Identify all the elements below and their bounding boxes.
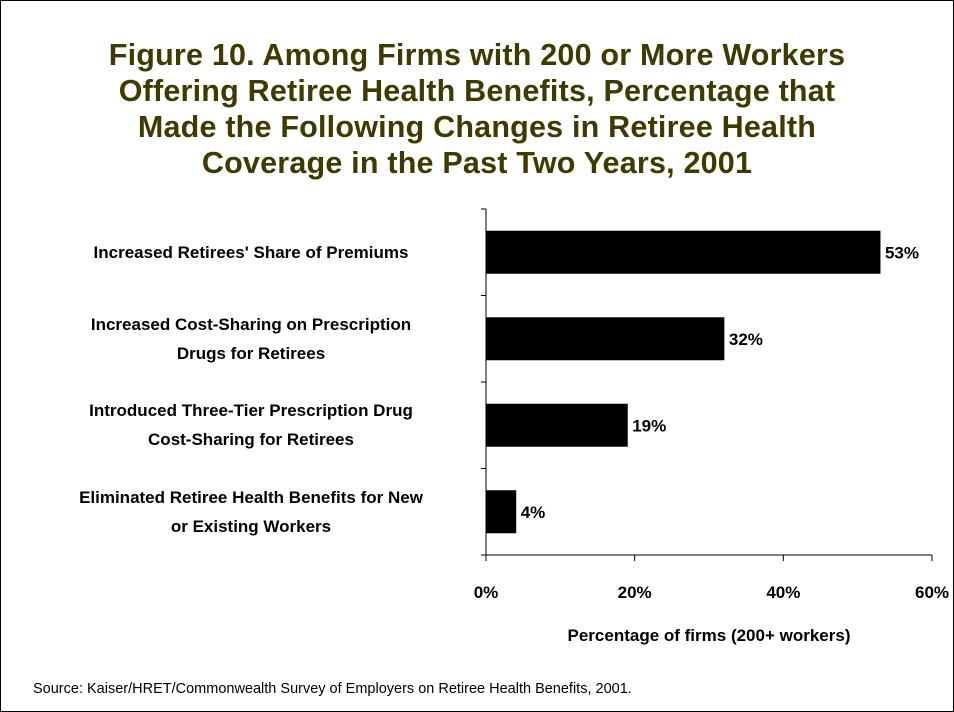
source-note: Source: Kaiser/HRET/Commonwealth Survey … [33,681,632,697]
category-label: Eliminated Retiree Health Benefits for N… [31,483,471,541]
data-label: 19% [632,416,666,435]
category-label-line: Drugs for Retirees [176,343,326,363]
chart-title-line: Figure 10. Among Firms with 200 or More … [108,38,846,72]
category-label: Increased Cost-Sharing on Prescription D… [31,310,471,368]
x-tick-label: 0% [474,583,499,602]
category-label: Increased Retirees' Share of Premiums [31,238,471,267]
bar [485,317,725,361]
category-label-line: Increased Retirees' Share of Premiums [93,242,409,262]
bar-chart: 0% 20% 40% 60% Percentage of firms (200+ wor… [474,208,949,645]
bar [485,403,628,447]
category-label: Introduced Three-Tier Prescription Drug … [31,396,471,454]
x-tick-label: 20% [618,583,652,602]
x-tick-label: 60% [915,583,949,602]
category-label-line: Introduced Three-Tier Prescription Drug [89,401,413,421]
chart-title: Figure 10. Among Firms with 200 or More … [21,37,933,181]
x-tick-label: 40% [766,583,800,602]
data-label: 4% [521,503,546,522]
category-label-line: or Existing Workers [170,516,332,536]
data-label: 32% [729,330,763,349]
bar [485,230,881,274]
category-label-line: Eliminated Retiree Health Benefits for N… [79,487,423,507]
bar [485,490,517,534]
chart-title-line: Offering Retiree Health Benefits, Percen… [118,74,836,108]
x-axis-title: Percentage of firms (200+ workers) [568,626,851,645]
category-label-line: Increased Cost-Sharing on Prescription [90,314,412,334]
chart-title-line: Made the Following Changes in Retiree He… [137,110,817,144]
data-label: 53% [885,243,919,262]
chart-title-line: Coverage in the Past Two Years, 2001 [201,146,753,180]
category-label-line: Cost-Sharing for Retirees [148,430,354,450]
